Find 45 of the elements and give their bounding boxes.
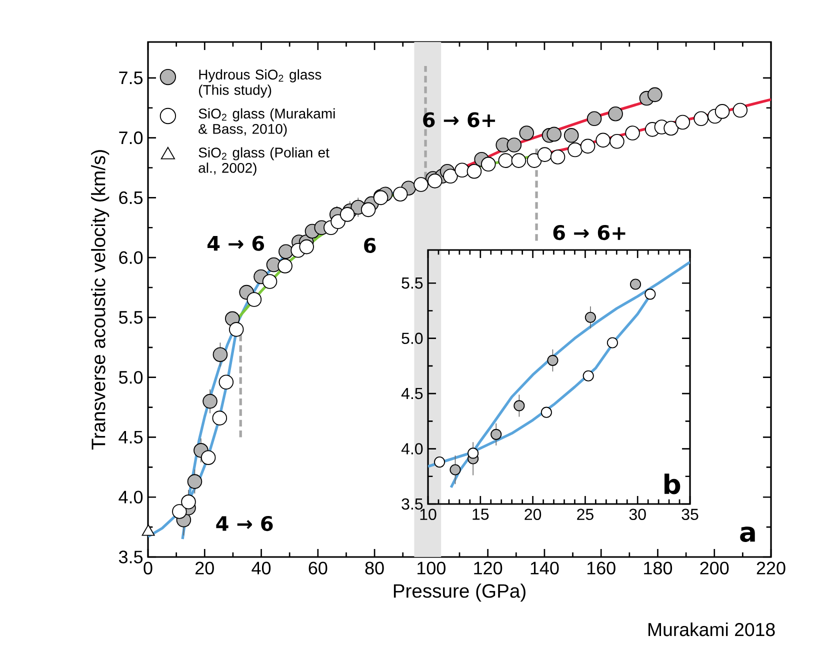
y-tick-label: 3.5 [402, 498, 423, 510]
annotation: 6 → 6+ [423, 112, 496, 128]
y-tick-label: 5.0 [402, 332, 423, 344]
y-tick-label: 4.5 [118, 430, 143, 444]
annotation: 4 → 6 [216, 516, 273, 532]
y-tick-label: 4.0 [401, 443, 423, 454]
x-tick-label: 10 [420, 508, 436, 520]
x-tick-label: 100 [418, 562, 446, 574]
x-tick-label: 35 [682, 508, 698, 520]
x-axis-title: Pressure (GPa) [394, 584, 526, 602]
y-tick-label: 6.0 [119, 251, 143, 264]
y-tick-label: 3.5 [118, 550, 143, 564]
text: Hydrous SiO$_{2}$ glass (This study) [198, 69, 322, 98]
x-tick-label: 20 [196, 562, 214, 574]
y-tick-label: 7.5 [119, 72, 143, 84]
y-tick-label: 5.5 [118, 311, 143, 324]
x-tick-label: 40 [252, 562, 271, 574]
x-tick-label: 20 [524, 508, 542, 520]
x-tick-label: 25 [577, 508, 594, 520]
x-tick-label: 140 [530, 562, 559, 574]
annotation: 6 [364, 238, 376, 253]
legend-label: SiO$_{2}$ glass (Polian et al., 2002) [198, 147, 330, 176]
annotation: b [664, 474, 680, 494]
x-tick-label: 160 [587, 562, 616, 574]
annotation: 4 → 6 [207, 236, 264, 251]
annotation: a [740, 526, 755, 542]
x-tick-label: 180 [644, 562, 672, 574]
x-tick-label: 120 [474, 562, 502, 574]
x-tick-label: 0 [144, 562, 152, 574]
x-tick-label: 220 [756, 562, 786, 574]
x-tick-label: 80 [365, 562, 384, 574]
x-tick-label: 30 [629, 508, 646, 520]
x-tick-label: 200 [700, 562, 729, 574]
y-tick-label: 4.5 [401, 388, 423, 400]
y-tick-label: 7.0 [119, 131, 143, 144]
text: Murakami 2018 [648, 622, 775, 636]
y-tick-label: 5.0 [118, 370, 143, 384]
y-tick-label: 6.5 [119, 191, 143, 204]
y-axis-title: Transverse acoustic velocity (km/s) [91, 150, 110, 450]
x-tick-label: 60 [308, 562, 328, 574]
y-tick-label: 5.5 [402, 278, 423, 289]
x-tick-label: 15 [472, 508, 489, 520]
annotation: 6 → 6+ [553, 224, 626, 240]
y-tick-label: 4.0 [118, 490, 143, 504]
legend-label: SiO$_{2}$ glass (Murakami & Bass, 2010) [198, 108, 335, 137]
